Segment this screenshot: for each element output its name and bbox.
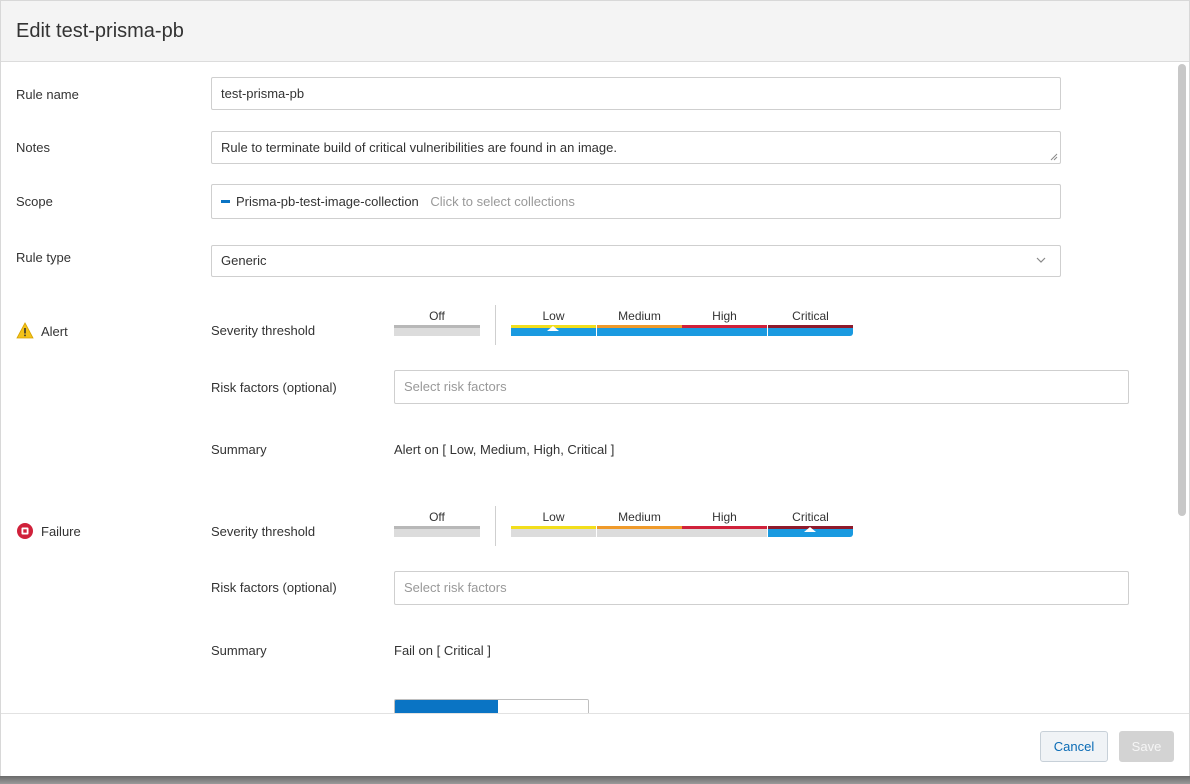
notes-text: Rule to terminate build of critical vuln… — [221, 140, 617, 155]
rule-name-input[interactable]: test-prisma-pb — [211, 77, 1061, 110]
alert-threshold-handle[interactable] — [547, 326, 559, 331]
scope-collections-input[interactable]: Prisma-pb-test-image-collection Click to… — [211, 184, 1061, 219]
rule-type-label: Rule type — [16, 250, 71, 265]
severity-critical-bar — [768, 325, 853, 328]
alert-severity-label: Severity threshold — [211, 323, 316, 338]
alert-summary-value: Alert on [ Low, Medium, High, Critical ] — [394, 442, 615, 457]
window-shadow — [0, 776, 1190, 784]
severity-off-bar — [394, 526, 480, 529]
severity-divider — [495, 506, 496, 546]
alert-risk-factors-label: Risk factors (optional) — [211, 380, 337, 395]
dialog-title: Edit test-prisma-pb — [16, 20, 184, 42]
scope-placeholder: Click to select collections — [430, 194, 575, 209]
dialog-scrollbar[interactable] — [1178, 64, 1186, 516]
severity-high-track — [682, 328, 767, 336]
severity-high-track — [682, 529, 767, 537]
failure-risk-factors-input[interactable]: Select risk factors — [394, 571, 1129, 605]
failure-severity-label: Severity threshold — [211, 524, 316, 539]
severity-divider — [495, 305, 496, 345]
rule-type-select[interactable]: Generic — [211, 245, 1061, 277]
collection-color-icon — [221, 200, 230, 204]
failure-risk-factors-label: Risk factors (optional) — [211, 580, 337, 595]
severity-medium-track — [597, 529, 682, 537]
severity-off-bar — [394, 325, 480, 328]
severity-low-bar — [511, 526, 596, 529]
save-button[interactable]: Save — [1119, 731, 1174, 762]
severity-critical-track — [768, 328, 853, 336]
severity-medium-bar — [597, 325, 682, 328]
severity-high-bar — [682, 325, 767, 328]
severity-critical-label: Critical — [792, 510, 829, 524]
failure-label: Failure — [41, 523, 81, 539]
severity-high-label: High — [712, 309, 737, 323]
severity-off-label: Off — [429, 510, 445, 524]
severity-low-label: Low — [542, 309, 565, 323]
alert-risk-factors-input[interactable]: Select risk factors — [394, 370, 1129, 404]
severity-critical-track — [768, 529, 853, 537]
failure-summary-label: Summary — [211, 643, 267, 658]
severity-medium-label: Medium — [618, 510, 661, 524]
dialog-footer: Cancel Save — [1, 713, 1189, 777]
severity-off-track — [394, 328, 480, 336]
failure-section-label: Failure — [16, 522, 81, 540]
scope-collection-chip[interactable]: Prisma-pb-test-image-collection — [236, 194, 419, 209]
stop-icon — [17, 523, 33, 539]
alert-label: Alert — [41, 323, 68, 339]
partial-toggle-option-active[interactable] — [395, 700, 498, 713]
chevron-down-icon — [1036, 257, 1046, 263]
notes-label: Notes — [16, 140, 50, 155]
alert-summary-label: Summary — [211, 442, 267, 457]
severity-medium-track — [597, 328, 682, 336]
severity-off-label: Off — [429, 309, 445, 323]
severity-critical-label: Critical — [792, 309, 829, 323]
resize-grip-icon[interactable] — [1050, 153, 1058, 161]
rule-type-value: Generic — [221, 253, 267, 268]
notes-textarea[interactable]: Rule to terminate build of critical vuln… — [211, 131, 1061, 164]
severity-low-track — [511, 328, 596, 336]
severity-medium-bar — [597, 526, 682, 529]
scope-label: Scope — [16, 194, 53, 209]
failure-summary-value: Fail on [ Critical ] — [394, 643, 491, 658]
severity-high-bar — [682, 526, 767, 529]
dialog-header: Edit test-prisma-pb — [1, 1, 1189, 62]
rule-name-label: Rule name — [16, 87, 79, 102]
failure-threshold-handle[interactable] — [804, 527, 816, 532]
partial-toggle-group[interactable] — [394, 699, 589, 713]
severity-low-track — [511, 529, 596, 537]
severity-medium-label: Medium — [618, 309, 661, 323]
severity-high-label: High — [712, 510, 737, 524]
partial-toggle-option[interactable] — [498, 700, 588, 713]
warning-icon — [16, 322, 34, 339]
cancel-button[interactable]: Cancel — [1040, 731, 1108, 762]
severity-off-track — [394, 529, 480, 537]
severity-low-label: Low — [542, 510, 565, 524]
alert-section-label: Alert — [16, 322, 68, 340]
dialog-body: Rule name test-prisma-pb Notes Rule to t… — [1, 62, 1189, 713]
